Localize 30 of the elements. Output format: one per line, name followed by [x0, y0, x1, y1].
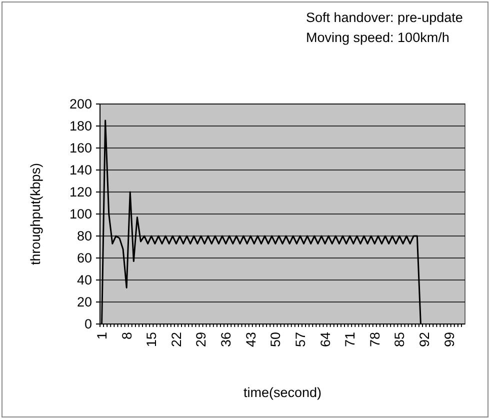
- x-tick-label: 99: [442, 332, 457, 348]
- x-tick-label: 85: [392, 332, 408, 348]
- y-tick-label: 100: [69, 206, 92, 222]
- y-tick-label: 180: [69, 118, 92, 134]
- x-tick-label: 57: [292, 332, 308, 348]
- x-tick-label: 71: [342, 332, 358, 348]
- y-tick-label: 40: [76, 272, 92, 288]
- x-tick-label: 1: [94, 332, 110, 340]
- y-tick-label: 120: [69, 184, 92, 200]
- x-tick-label: 43: [243, 332, 258, 348]
- x-axis-title: time(second): [243, 385, 322, 400]
- x-tick-label: 78: [367, 332, 382, 348]
- y-axis-title: throughput(kbps): [28, 162, 43, 266]
- y-tick-label: 20: [76, 294, 92, 310]
- y-tick-label: 200: [69, 96, 92, 112]
- y-tick-label: 160: [69, 140, 92, 156]
- x-tick-label: 36: [218, 332, 234, 348]
- y-tick-label: 140: [69, 162, 92, 178]
- y-tick-label: 60: [76, 250, 92, 266]
- y-tick-label: 80: [76, 228, 92, 244]
- x-tick-label: 50: [268, 332, 284, 348]
- x-tick-label: 92: [416, 332, 432, 348]
- y-tick-label: 0: [84, 316, 92, 332]
- x-tick-label: 29: [194, 332, 209, 348]
- x-tick-label: 64: [318, 332, 333, 348]
- x-tick-label: 22: [168, 332, 184, 348]
- text: Soft handover: pre-update: [306, 10, 463, 25]
- x-tick-label: 15: [144, 332, 160, 348]
- text: Moving speed: 100km/h: [306, 30, 450, 45]
- x-tick-label: 8: [119, 332, 134, 340]
